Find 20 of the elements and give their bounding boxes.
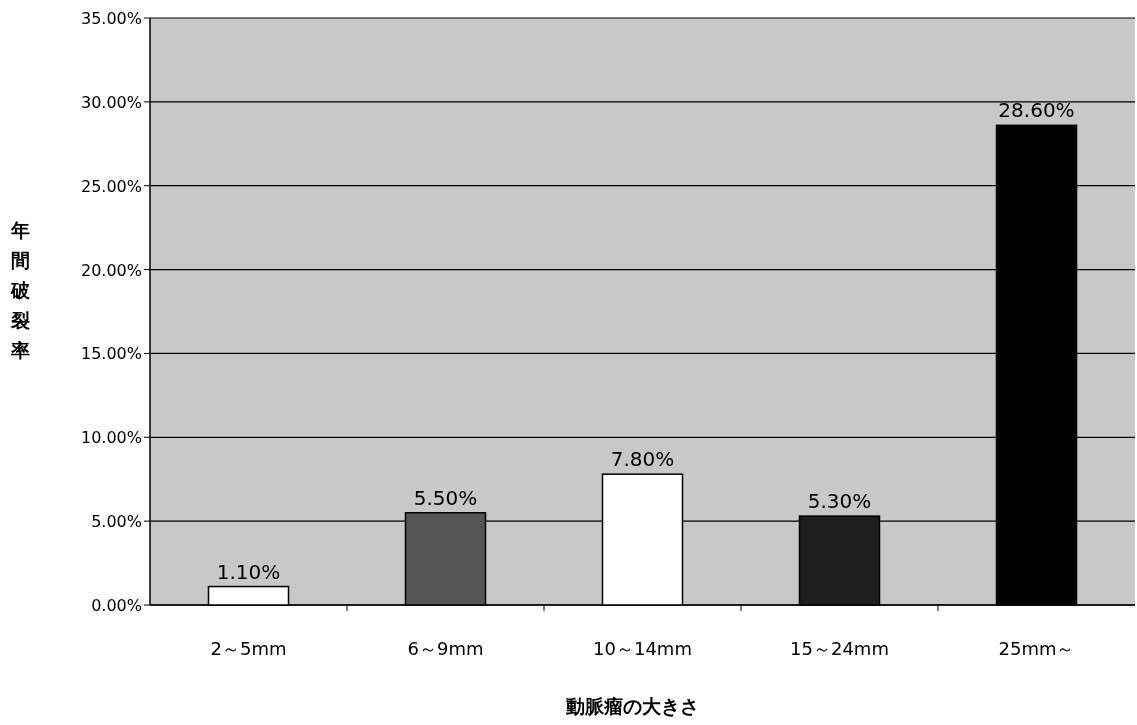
y-tick-label: 15.00% (80, 344, 142, 364)
data-label: 1.10% (216, 559, 281, 584)
data-label: 28.60% (998, 98, 1075, 123)
x-tick-label: 10～14mm (593, 638, 692, 659)
y-tick-label: 0.00% (91, 596, 142, 615)
y-tick-label: 5.00% (91, 512, 142, 532)
y-tick-label: 35.00% (80, 9, 142, 28)
y-axis-title: 年間破裂率 (9, 219, 31, 361)
y-tick-label: 25.00% (80, 176, 142, 196)
data-label: 7.80% (610, 447, 675, 472)
x-tick-label: 15～24mm (790, 638, 889, 659)
data-label: 5.50% (413, 485, 478, 510)
x-axis-title: 動脈瘤の大きさ (565, 695, 699, 717)
x-tick-label: 6～9mm (407, 638, 484, 659)
data-label: 5.30% (807, 489, 872, 514)
y-tick-label: 30.00% (80, 92, 142, 112)
x-tick-label: 25mm～ (998, 638, 1075, 659)
x-tick-label: 2～5mm (210, 638, 287, 659)
y-tick-label: 10.00% (80, 428, 142, 448)
y-tick-label: 20.00% (80, 260, 142, 280)
